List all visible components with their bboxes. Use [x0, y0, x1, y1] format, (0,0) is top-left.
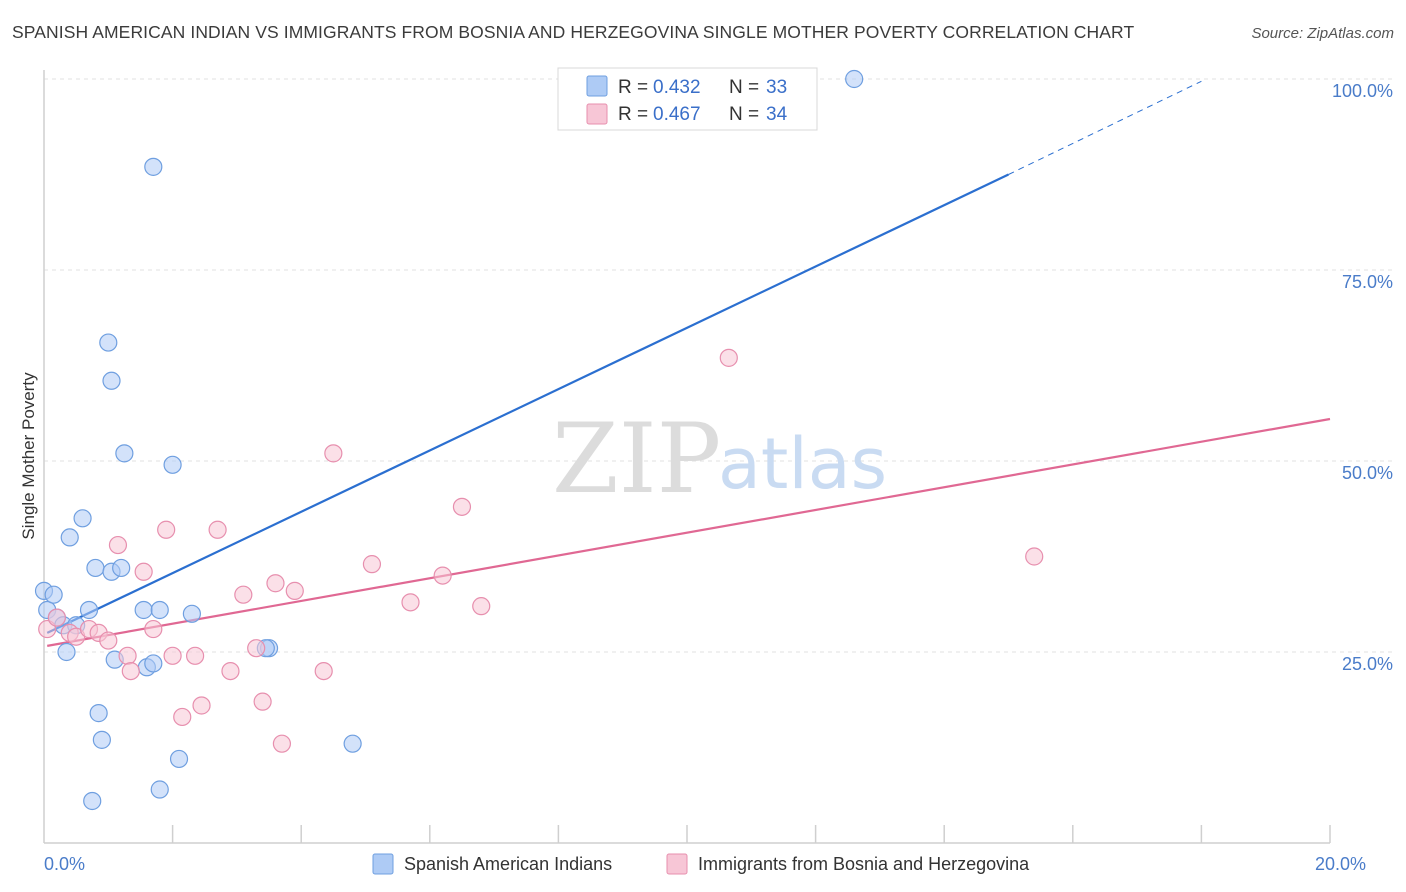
point-spanish-american-indians — [144, 654, 163, 673]
point-bosnia-herzegovina — [314, 661, 333, 681]
bottom-legend-swatch-blue — [372, 853, 394, 875]
legend-row-1: R = 0.432 N = 33 — [586, 75, 787, 98]
y-tick-label: 50.0% — [1342, 463, 1393, 483]
point-bosnia-herzegovina — [433, 566, 452, 585]
x-tick-label: 0.0% — [44, 854, 85, 874]
x-tick-label: 20.0% — [1315, 854, 1366, 874]
legend-n-label: N = — [729, 77, 759, 98]
trend-line-extension — [1008, 80, 1202, 175]
y-tick-label: 25.0% — [1342, 654, 1393, 674]
trend-line-pink — [47, 417, 1331, 647]
point-spanish-american-indians — [343, 734, 362, 753]
legend-swatch-blue — [586, 75, 608, 97]
point-bosnia-herzegovina — [47, 608, 66, 627]
watermark-atlas: atlas — [718, 423, 887, 505]
point-bosnia-herzegovina — [163, 646, 182, 665]
point-spanish-american-indians — [845, 69, 864, 89]
point-spanish-american-indians — [112, 558, 131, 578]
point-bosnia-herzegovina — [234, 585, 253, 604]
watermark-zip: ZIP — [552, 403, 721, 515]
grid-lines — [44, 78, 1392, 653]
y-axis-label: Single Mother Poverty — [19, 372, 38, 540]
watermark: ZIP atlas — [552, 403, 887, 515]
point-bosnia-herzegovina — [247, 639, 266, 658]
legend-r-value: 0.432 — [653, 77, 701, 98]
point-bosnia-herzegovina — [362, 555, 382, 574]
legend-n-label: N = — [729, 104, 759, 125]
point-spanish-american-indians — [89, 704, 108, 723]
point-spanish-american-indians — [99, 333, 118, 352]
point-spanish-american-indians — [57, 642, 76, 662]
point-bosnia-herzegovina — [472, 597, 491, 616]
point-bosnia-herzegovina — [208, 520, 227, 539]
bottom-legend-swatch-pink — [666, 853, 688, 875]
y-tick-label: 75.0% — [1342, 272, 1393, 292]
point-spanish-american-indians — [182, 604, 201, 623]
data-points — [34, 69, 1044, 811]
point-bosnia-herzegovina — [186, 646, 205, 665]
point-bosnia-herzegovina — [272, 734, 292, 753]
point-bosnia-herzegovina — [401, 593, 420, 612]
point-spanish-american-indians — [86, 558, 105, 578]
point-bosnia-herzegovina — [266, 574, 285, 593]
point-bosnia-herzegovina — [192, 696, 211, 715]
chart-title: SPANISH AMERICAN INDIAN VS IMMIGRANTS FR… — [12, 22, 1135, 42]
point-bosnia-herzegovina — [324, 444, 343, 463]
legend-row-2: R = 0.467 N = 34 — [586, 103, 788, 125]
point-spanish-american-indians — [144, 157, 163, 176]
point-spanish-american-indians — [92, 730, 111, 749]
point-bosnia-herzegovina — [173, 707, 192, 727]
point-spanish-american-indians — [83, 791, 102, 811]
point-spanish-american-indians — [150, 780, 169, 799]
point-bosnia-herzegovina — [157, 520, 176, 539]
chart-source: Source: ZipAtlas.com — [1251, 25, 1394, 42]
bottom-legend-label-blue: Spanish American Indians — [404, 854, 612, 874]
legend-r-value: 0.467 — [653, 104, 701, 125]
trend-line-blue — [46, 173, 1009, 634]
point-spanish-american-indians — [73, 509, 92, 528]
point-bosnia-herzegovina — [99, 631, 118, 650]
point-spanish-american-indians — [102, 371, 121, 390]
legend-n-value: 33 — [766, 77, 787, 98]
point-spanish-american-indians — [134, 600, 153, 620]
legend-swatch-pink — [586, 103, 608, 125]
point-spanish-american-indians — [150, 600, 169, 620]
legend-n-value: 34 — [766, 104, 788, 125]
y-tick-label: 100.0% — [1332, 81, 1393, 101]
point-bosnia-herzegovina — [253, 692, 272, 711]
point-bosnia-herzegovina — [221, 661, 240, 681]
point-bosnia-herzegovina — [452, 497, 472, 516]
point-spanish-american-indians — [44, 585, 63, 604]
point-bosnia-herzegovina — [285, 581, 304, 600]
point-spanish-american-indians — [79, 600, 99, 620]
bottom-legend: Spanish American Indians Immigrants from… — [372, 853, 1030, 875]
point-spanish-american-indians — [60, 528, 79, 547]
legend-r-label: R = — [618, 104, 648, 125]
x-ticks: 0.0% 20.0% — [44, 825, 1366, 874]
point-spanish-american-indians — [115, 444, 134, 463]
bottom-legend-label-pink: Immigrants from Bosnia and Herzegovina — [698, 854, 1030, 874]
point-bosnia-herzegovina — [1025, 547, 1044, 566]
point-bosnia-herzegovina — [118, 646, 137, 665]
point-bosnia-herzegovina — [108, 535, 128, 555]
y-tick-labels: 25.0% 50.0% 75.0% 100.0% — [1332, 81, 1393, 674]
point-spanish-american-indians — [169, 749, 189, 769]
point-bosnia-herzegovina — [144, 619, 163, 639]
legend-r-label: R = — [618, 77, 648, 98]
legend: R = 0.432 N = 33 R = 0.467 N = 34 — [557, 67, 818, 131]
trend-lines — [46, 80, 1331, 647]
point-bosnia-herzegovina — [121, 661, 140, 681]
point-bosnia-herzegovina — [134, 562, 153, 581]
point-spanish-american-indians — [163, 455, 182, 474]
point-bosnia-herzegovina — [719, 348, 738, 367]
